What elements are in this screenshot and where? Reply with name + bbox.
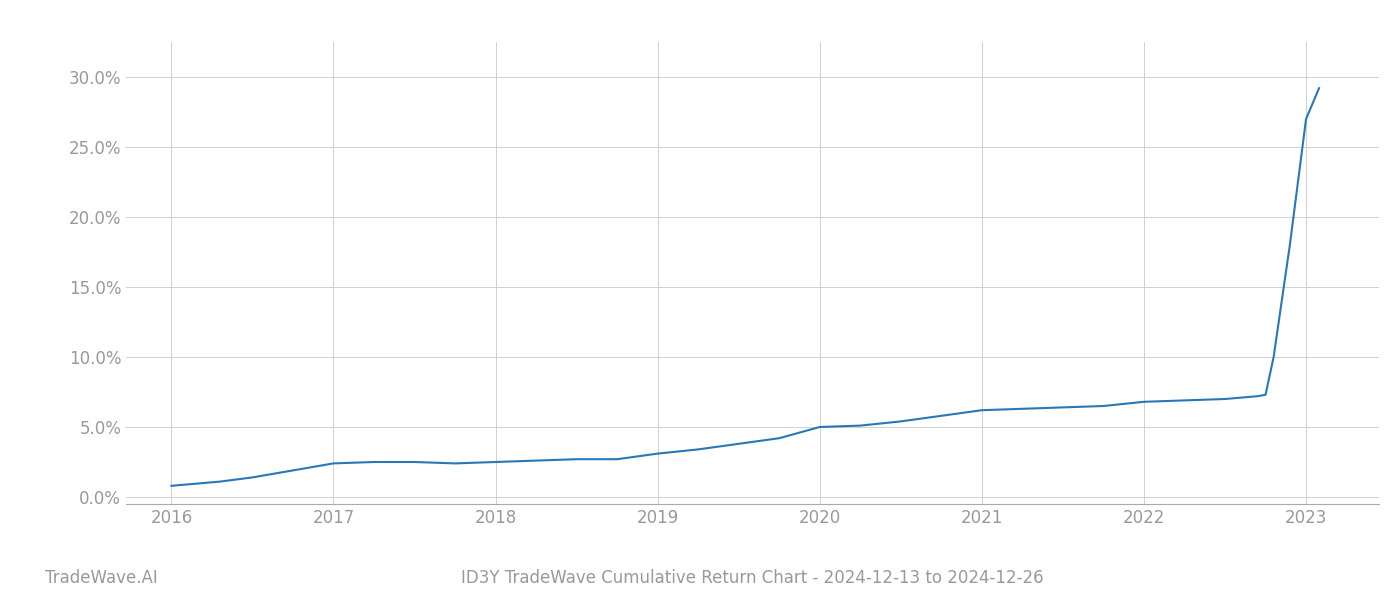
Text: ID3Y TradeWave Cumulative Return Chart - 2024-12-13 to 2024-12-26: ID3Y TradeWave Cumulative Return Chart -… (461, 569, 1044, 587)
Text: TradeWave.AI: TradeWave.AI (45, 569, 157, 587)
